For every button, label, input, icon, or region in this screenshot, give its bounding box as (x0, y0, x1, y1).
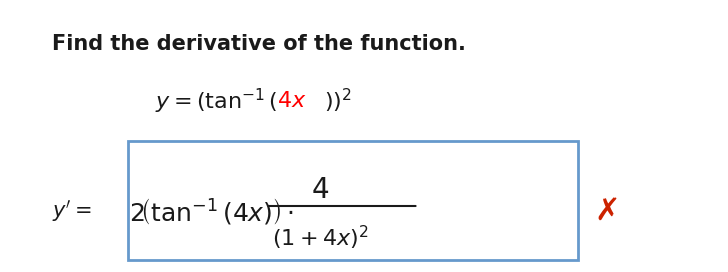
Text: Find the derivative of the function.: Find the derivative of the function. (52, 34, 466, 54)
FancyBboxPatch shape (128, 141, 578, 260)
Text: ✗: ✗ (594, 197, 620, 226)
Text: $))^{2}$: $))^{2}$ (324, 87, 352, 115)
Text: $4x$: $4x$ (277, 91, 306, 111)
Text: $y' =$: $y' =$ (52, 198, 92, 224)
Text: $4$: $4$ (312, 176, 330, 204)
Text: $2\!\left(\tan^{-1}(4x)\right)\cdot$: $2\!\left(\tan^{-1}(4x)\right)\cdot$ (129, 196, 294, 226)
Text: $(1 + 4x)^{2}$: $(1 + 4x)^{2}$ (272, 224, 369, 252)
Text: $y = (\tan^{-1}($: $y = (\tan^{-1}($ (154, 86, 277, 116)
